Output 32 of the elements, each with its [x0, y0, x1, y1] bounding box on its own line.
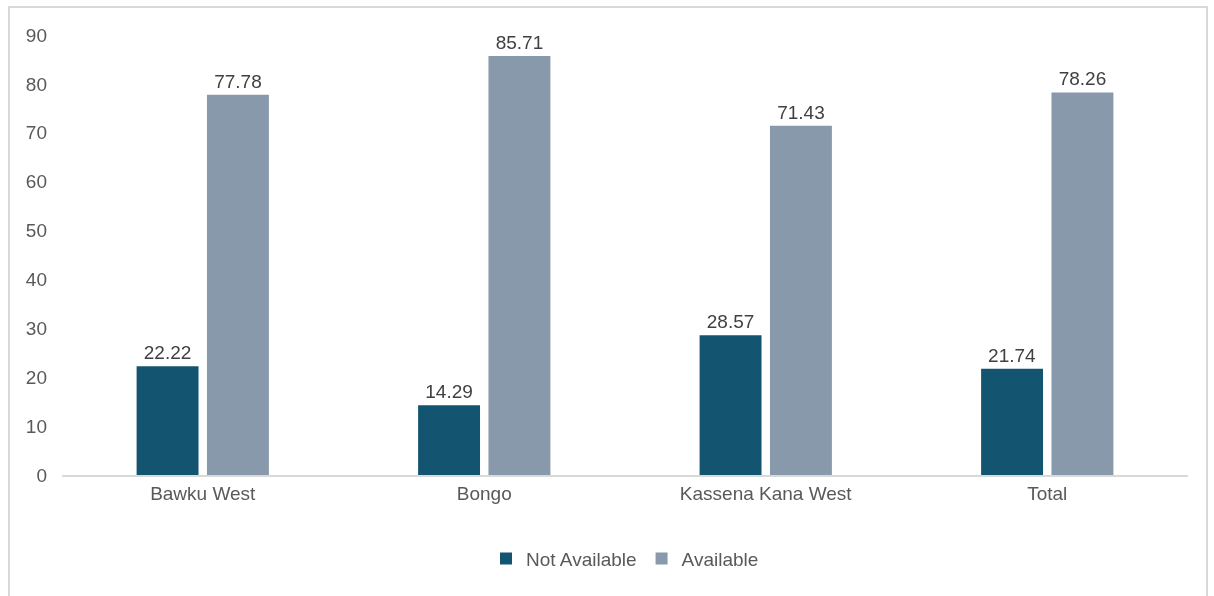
data-label: 85.71 — [495, 31, 544, 53]
data-label: 78.26 — [1058, 68, 1107, 90]
y-tick-label: 90 — [25, 24, 47, 46]
legend-label: Not Available — [526, 548, 637, 570]
x-tick-label: Bongo — [456, 482, 512, 504]
data-label: 28.57 — [706, 311, 755, 333]
y-tick-label: 80 — [25, 73, 47, 95]
x-tick-label: Kassena Kana West — [679, 482, 853, 504]
data-label: 71.43 — [777, 101, 825, 123]
data-label: 21.74 — [988, 344, 1037, 366]
y-tick-label: 70 — [25, 122, 47, 144]
bar — [136, 366, 199, 475]
bar — [769, 125, 832, 475]
y-tick-label: 40 — [25, 269, 47, 291]
y-tick-label: 10 — [25, 415, 47, 437]
y-tick-label: 0 — [36, 464, 47, 486]
x-tick-label: Total — [1027, 482, 1068, 504]
data-label: 22.22 — [143, 342, 192, 364]
bar — [206, 94, 269, 475]
bar — [981, 368, 1044, 475]
y-tick-label: 30 — [25, 317, 47, 339]
bar — [699, 335, 762, 475]
data-label: 14.29 — [425, 381, 473, 403]
data-label: 77.78 — [214, 70, 262, 92]
legend-label: Available — [681, 548, 759, 570]
y-tick-label: 50 — [25, 220, 47, 242]
bar — [1051, 92, 1114, 475]
bar — [488, 55, 551, 475]
x-tick-label: Bawku West — [150, 482, 257, 504]
y-tick-label: 20 — [25, 366, 47, 388]
bar — [418, 405, 481, 475]
y-tick-label: 60 — [25, 171, 47, 193]
